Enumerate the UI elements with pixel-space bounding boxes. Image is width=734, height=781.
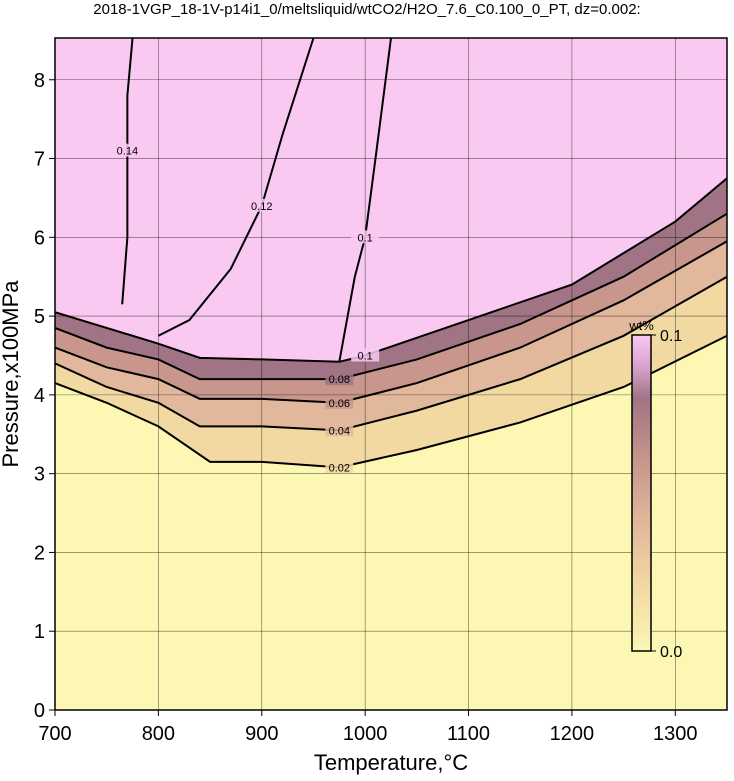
contour-label: 0.14 — [117, 146, 138, 158]
y-tick-label: 6 — [34, 227, 45, 249]
y-tick-label: 1 — [34, 621, 45, 643]
x-tick-label: 1200 — [550, 723, 595, 745]
contour-line — [54, 334, 728, 469]
contour-label-bg — [351, 230, 380, 244]
contour-label: 0.1 — [358, 232, 373, 244]
x-axis-label: Temperature,°C — [314, 750, 468, 775]
contour-label-bg — [247, 198, 276, 212]
x-tick-label: 1000 — [343, 723, 388, 745]
contour-label-bg — [325, 395, 354, 409]
contour-label-bg — [325, 460, 354, 474]
contour-label: 0.02 — [329, 462, 350, 474]
colorbar-label: wt% — [628, 318, 654, 333]
contour-label-bg — [113, 143, 142, 157]
contour-label: 0.06 — [329, 398, 350, 410]
y-tick-label: 2 — [34, 542, 45, 564]
contour-label: 0.12 — [251, 201, 272, 213]
y-tick-label: 0 — [34, 700, 45, 722]
plot-frame — [54, 37, 728, 711]
y-tick-label: 3 — [34, 464, 45, 486]
contour-label: 0.1 — [358, 350, 373, 362]
chart-title: 2018-1VGP_18-1V-p14i1_0/meltsliquid/wtCO… — [93, 1, 640, 18]
contour-band — [55, 38, 727, 362]
contour-label-bg — [351, 348, 380, 362]
x-tick-label: 800 — [142, 723, 175, 745]
y-tick-label: 8 — [34, 70, 45, 92]
contour-label: 0.08 — [329, 374, 350, 386]
colorbar — [631, 334, 652, 652]
y-tick-label: 7 — [34, 149, 45, 171]
x-tick-label: 900 — [245, 723, 278, 745]
y-tick-label: 5 — [34, 306, 45, 328]
contour-line — [54, 240, 728, 404]
contour-label-bg — [325, 423, 354, 437]
x-tick-label: 700 — [38, 723, 71, 745]
colorbar-tick-label: 0.1 — [660, 328, 682, 345]
colorbar-tick-label: 0.0 — [660, 644, 682, 661]
contour-label: 0.04 — [329, 425, 350, 437]
contour-line — [54, 212, 728, 381]
x-tick-label: 1100 — [447, 723, 490, 745]
y-axis-label: Pressure,x100MPa — [0, 280, 23, 468]
contour-line — [54, 275, 728, 432]
contour-label-bg — [325, 372, 354, 386]
contour-line — [157, 37, 315, 337]
x-tick-label: 1300 — [653, 723, 698, 745]
y-tick-label: 4 — [34, 385, 45, 407]
